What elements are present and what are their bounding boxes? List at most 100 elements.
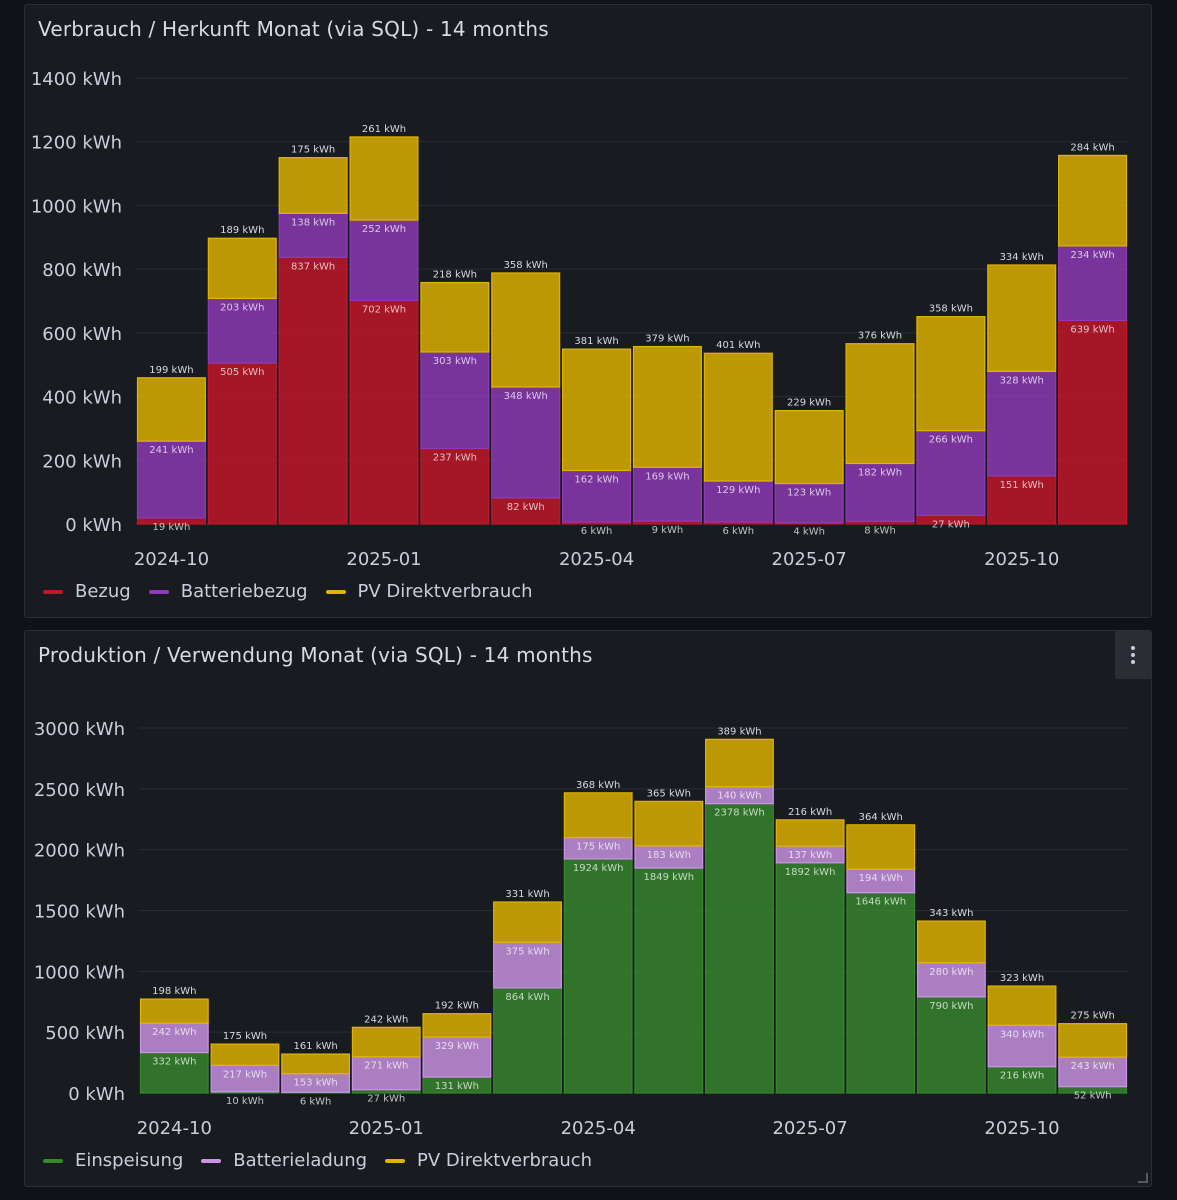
bar-segment-pv-direktverbrauch[interactable] (349, 136, 419, 221)
bar-segment-pv-direktverbrauch[interactable] (562, 348, 632, 472)
bar-segment-pv-direktverbrauch[interactable] (491, 272, 561, 388)
data-label: 376 kWh (858, 331, 902, 342)
bar-segment-pv-direktverbrauch[interactable] (774, 409, 844, 485)
bar-segment-batteriebezug[interactable] (562, 469, 632, 523)
bar-segment-einspeisung[interactable] (705, 803, 774, 1094)
bar-segment-pv-direktverbrauch[interactable] (632, 345, 702, 468)
y-tick-label: 800 kWh (42, 260, 122, 281)
data-label: 1646 kWh (855, 897, 906, 908)
bar-segment-pv-direktverbrauch[interactable] (1058, 154, 1128, 247)
data-label: 199 kWh (149, 365, 193, 376)
bar-segment-pv-direktverbrauch[interactable] (845, 343, 915, 465)
bar-segment-einspeisung[interactable] (775, 862, 845, 1094)
data-label: 9 kWh (652, 525, 684, 536)
bar-segment-bezug[interactable] (349, 299, 419, 525)
bar-segment-bezug[interactable] (491, 497, 561, 525)
bar-segment-batterieladung[interactable] (987, 1024, 1057, 1068)
bar-segment-bezug[interactable] (987, 475, 1057, 525)
data-label: 182 kWh (858, 467, 902, 478)
legend-label: Bezug (75, 581, 131, 602)
legend-swatch (148, 589, 169, 594)
bar-segment-pv-direktverbrauch[interactable] (281, 1053, 351, 1075)
data-label: 340 kWh (1000, 1029, 1044, 1040)
data-label: 19 kWh (152, 522, 190, 533)
legend-label: PV Direktverbrauch (357, 581, 533, 602)
bar-segment-batterieladung[interactable] (139, 1022, 209, 1054)
bar-segment-batteriebezug[interactable] (632, 466, 702, 522)
bar-segment-einspeisung[interactable] (139, 1052, 209, 1094)
data-label: 252 kWh (362, 224, 406, 235)
bar-segment-einspeisung[interactable] (987, 1066, 1057, 1094)
bar-segment-einspeisung[interactable] (493, 987, 562, 1094)
y-tick-label: 1500 kWh (34, 902, 125, 923)
bar-segment-batteriebezug[interactable] (278, 212, 348, 258)
data-label: 401 kWh (716, 340, 760, 351)
bar-segment-batteriebezug[interactable] (916, 430, 986, 516)
bar-segment-batterieladung[interactable] (916, 962, 986, 998)
data-label: 1892 kWh (785, 867, 836, 878)
data-label: 365 kWh (647, 788, 691, 799)
data-label: 266 kWh (929, 435, 973, 446)
bar-segment-batteriebezug[interactable] (703, 480, 773, 523)
bar-segment-pv-direktverbrauch[interactable] (775, 819, 845, 847)
bar-segment-pv-direktverbrauch[interactable] (916, 316, 986, 432)
bar-segment-pv-direktverbrauch[interactable] (563, 792, 633, 839)
bar-segment-bezug[interactable] (1058, 319, 1128, 525)
bar-segment-pv-direktverbrauch[interactable] (634, 800, 704, 847)
bar-segment-batteriebezug[interactable] (491, 386, 561, 499)
bar-segment-pv-direktverbrauch[interactable] (207, 237, 277, 300)
data-label: 379 kWh (645, 334, 689, 345)
legend-item-pv-direktverbrauch[interactable]: PV Direktverbrauch (325, 581, 533, 602)
legend-item-batterieladung[interactable]: Batterieladung (201, 1150, 367, 1171)
bar-segment-pv-direktverbrauch[interactable] (422, 1013, 492, 1038)
bar-segment-batteriebezug[interactable] (207, 297, 277, 364)
data-label: 323 kWh (1000, 973, 1044, 984)
bar-segment-pv-direktverbrauch[interactable] (210, 1043, 280, 1066)
bar-segment-pv-direktverbrauch[interactable] (493, 901, 562, 943)
data-label: 140 kWh (717, 791, 761, 802)
menu-dot-icon (1131, 660, 1135, 664)
bar-segment-batteriebezug[interactable] (774, 482, 844, 524)
bar-segment-pv-direktverbrauch[interactable] (705, 738, 774, 788)
bar-segment-batteriebezug[interactable] (349, 219, 419, 301)
legend-item-einspeisung[interactable]: Einspeisung (43, 1150, 183, 1171)
bar-segment-bezug[interactable] (420, 447, 490, 525)
panel-menu-button[interactable] (1115, 631, 1151, 679)
bar-segment-einspeisung[interactable] (634, 867, 704, 1094)
bar-segment-pv-direktverbrauch[interactable] (139, 998, 209, 1024)
data-label: 505 kWh (220, 367, 264, 378)
bar-segment-pv-direktverbrauch[interactable] (703, 352, 773, 482)
bar-segment-pv-direktverbrauch[interactable] (351, 1026, 421, 1058)
y-tick-label: 0 kWh (68, 1084, 125, 1105)
bar-segment-bezug[interactable] (278, 256, 348, 525)
bar-segment-pv-direktverbrauch[interactable] (1058, 1023, 1128, 1058)
bar-segment-pv-direktverbrauch[interactable] (846, 824, 916, 870)
bar-segment-einspeisung[interactable] (846, 892, 916, 1094)
bar-segment-bezug[interactable] (207, 362, 277, 525)
bar-segment-batterieladung[interactable] (351, 1056, 421, 1091)
resize-handle-icon[interactable] (1138, 1173, 1148, 1183)
production-chart: 0 kWh 500 kWh 1000 kWh 1500 kWh 2000 kWh 2500… (34, 719, 1128, 1139)
bar-segment-batterieladung[interactable] (493, 941, 562, 989)
bar-segment-pv-direktverbrauch[interactable] (278, 157, 348, 214)
legend-item-batteriebezug[interactable]: Batteriebezug (148, 581, 308, 602)
bar-segment-pv-direktverbrauch[interactable] (420, 281, 490, 353)
legend-swatch (325, 589, 346, 594)
bar-segment-pv-direktverbrauch[interactable] (987, 264, 1057, 373)
bar-segment-batteriebezug[interactable] (987, 370, 1057, 477)
data-label: 271 kWh (364, 1061, 408, 1072)
bar-segment-pv-direktverbrauch[interactable] (136, 377, 206, 442)
bar-segment-einspeisung[interactable] (563, 858, 633, 1094)
legend-item-pv-direktverbrauch[interactable]: PV Direktverbrauch (385, 1150, 592, 1171)
bar-segment-batteriebezug[interactable] (420, 351, 490, 450)
bar-segment-pv-direktverbrauch[interactable] (916, 920, 986, 964)
bar-segment-batteriebezug[interactable] (1058, 245, 1128, 322)
x-tick-label: 2024-10 (134, 549, 209, 570)
data-label: 175 kWh (576, 842, 620, 853)
data-label: 389 kWh (717, 726, 761, 737)
data-label: 216 kWh (1000, 1071, 1044, 1082)
y-tick-label: 3000 kWh (34, 719, 125, 740)
data-label: 275 kWh (1071, 1011, 1115, 1022)
legend-item-bezug[interactable]: Bezug (43, 581, 131, 602)
bar-segment-pv-direktverbrauch[interactable] (987, 985, 1057, 1026)
